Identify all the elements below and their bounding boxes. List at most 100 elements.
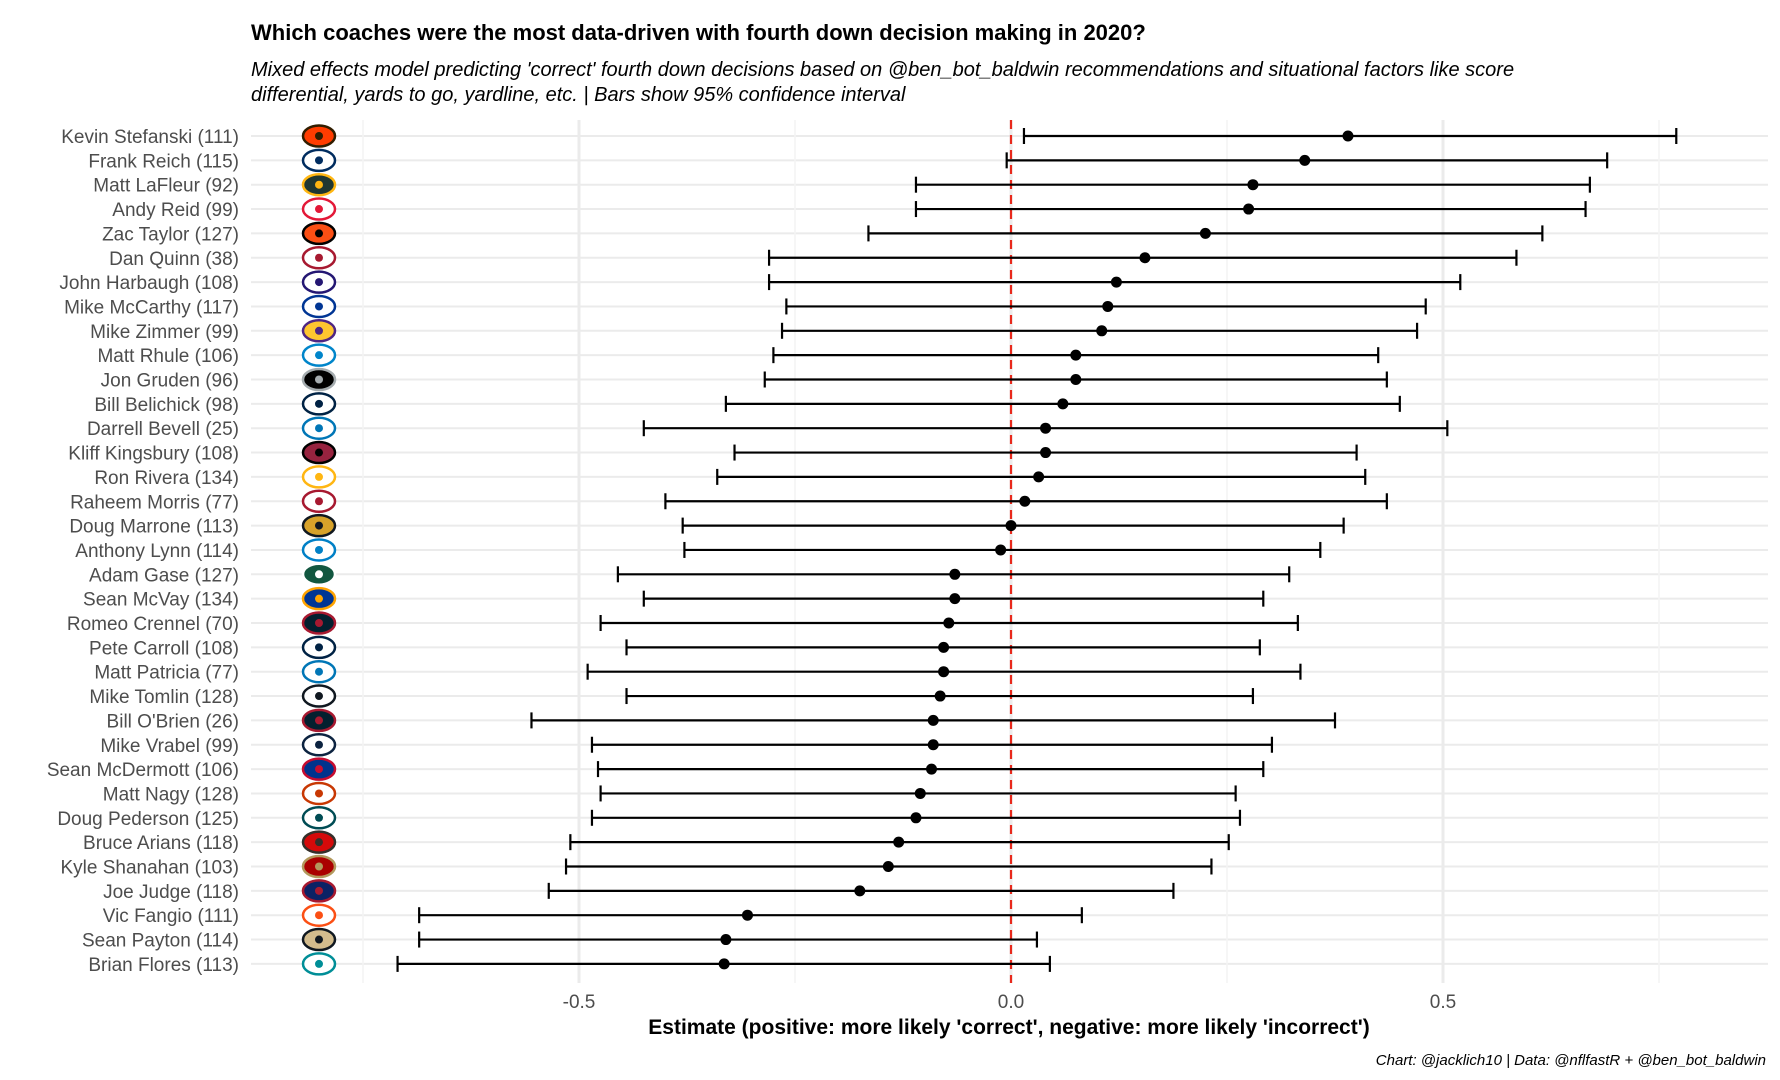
estimate-point: [943, 617, 955, 629]
bears-c-icon: [301, 781, 337, 806]
vikings-horn-icon: [301, 319, 337, 343]
chart-subtitle: Mixed effects model predicting 'correct'…: [251, 59, 1515, 106]
team-icon-mark: [315, 570, 323, 579]
x-tick-label: -0.5: [563, 992, 596, 1013]
row-label: Sean McVay (134): [83, 590, 239, 611]
estimate-point: [1070, 374, 1082, 385]
row-label: Doug Pederson (125): [57, 809, 239, 830]
texans-bull-icon: [301, 708, 337, 733]
dolphins-dolphin-icon: [301, 952, 337, 976]
estimate-point: [1102, 300, 1114, 312]
row-label: Romeo Crennel (70): [67, 614, 239, 635]
row-label: Bruce Arians (118): [83, 833, 239, 854]
row-label: Bill O'Brien (26): [107, 711, 239, 732]
packers-g-icon: [301, 172, 337, 197]
team-icon-mark: [315, 935, 323, 944]
team-icon-mark: [315, 789, 323, 798]
team-icon-mark: [315, 448, 323, 457]
jets-oval-icon: [301, 562, 337, 587]
row-label: Mike McCarthy (117): [64, 297, 239, 318]
row-label: Sean McDermott (106): [47, 760, 239, 781]
estimate-point: [934, 690, 946, 702]
team-icon-mark: [315, 594, 323, 603]
estimate-point: [949, 568, 961, 580]
bengals-b-icon: [301, 221, 337, 246]
row-label: John Harbaugh (108): [59, 273, 239, 294]
estimate-point: [893, 836, 905, 848]
row-label: Kliff Kingsbury (108): [68, 444, 239, 465]
estimate-point: [854, 885, 866, 897]
browns-helmet-icon: [301, 124, 337, 148]
buccaneers-flag-icon: [301, 830, 337, 854]
row-label: Jon Gruden (96): [101, 371, 239, 392]
row-label: Kevin Stefanski (111): [61, 127, 239, 148]
team-icon-mark: [315, 326, 323, 335]
team-icon-mark: [315, 180, 323, 189]
estimate-point: [995, 544, 1007, 556]
chart-title: Which coaches were the most data-driven …: [251, 20, 1146, 45]
point-layer: [718, 130, 1354, 970]
team-icon-mark: [315, 521, 323, 530]
estimate-point: [1199, 227, 1211, 239]
x-tick-layer: -0.5 0.0 0.5: [563, 992, 1457, 1013]
patriots-head-icon: [301, 392, 337, 416]
estimate-point: [938, 641, 950, 653]
team-icon-mark: [315, 351, 323, 360]
team-icon-mark: [315, 302, 323, 311]
team-icon-mark: [315, 716, 323, 725]
row-label: Mike Tomlin (128): [89, 687, 239, 708]
bills-buffalo-icon: [301, 757, 337, 781]
eagles-head-icon: [301, 806, 337, 830]
rams-horn-icon: [301, 586, 337, 611]
estimate-point: [1139, 252, 1151, 264]
team-icon-mark: [315, 472, 323, 481]
estimate-point: [718, 958, 730, 970]
x-axis-label: Estimate (positive: more likely 'correct…: [648, 1016, 1369, 1039]
estimate-point: [1096, 325, 1108, 337]
team-icon-mark: [315, 886, 323, 895]
saints-fleur-icon: [301, 927, 337, 952]
row-label-layer: Kevin Stefanski (111) Frank Reich (115) Ma…: [47, 127, 239, 976]
team-icon-mark: [315, 497, 323, 506]
row-label: Zac Taylor (127): [102, 224, 239, 245]
team-icon-mark: [315, 838, 323, 847]
row-label: Andy Reid (99): [112, 200, 239, 221]
row-label: Ron Rivera (134): [94, 468, 239, 489]
row-label: Dan Quinn (38): [109, 249, 239, 270]
lions-lion-icon: [301, 416, 337, 440]
49ers-oval-icon: [301, 854, 337, 879]
estimate-point: [949, 593, 961, 605]
chart-caption: Chart: @jacklich10 | Data: @nflfastR + @…: [1375, 1052, 1766, 1069]
estimate-point: [1033, 471, 1045, 483]
estimate-point: [1019, 495, 1031, 507]
team-icon-mark: [315, 740, 323, 749]
estimate-point: [741, 909, 753, 921]
ravens-bird-icon: [301, 270, 337, 294]
jaguars-cat-icon: [301, 513, 337, 538]
team-icon-mark: [315, 278, 323, 287]
estimate-point: [1057, 398, 1069, 410]
estimate-point: [1299, 154, 1311, 166]
team-icon-mark: [315, 619, 323, 627]
team-icon-mark: [315, 667, 323, 676]
chiefs-arrowhead-icon: [301, 197, 337, 221]
team-icon-mark: [315, 911, 323, 920]
estimate-point: [1040, 422, 1052, 434]
estimate-point: [926, 763, 938, 775]
grid-layer: [251, 120, 1768, 983]
lions-lion-icon: [301, 659, 337, 684]
row-label: Matt LaFleur (92): [93, 176, 239, 197]
team-icon-mark: [315, 643, 323, 652]
row-label: Vic Fangio (111): [103, 906, 239, 927]
team-icon-mark: [315, 229, 323, 238]
steelers-logo-icon: [301, 684, 337, 708]
row-label: Mike Vrabel (99): [100, 736, 239, 757]
washington-w-icon: [301, 465, 337, 489]
row-label: Matt Rhule (106): [97, 346, 239, 367]
panthers-cat-icon: [301, 343, 337, 367]
estimate-point: [1110, 276, 1122, 288]
row-label: Matt Nagy (128): [103, 784, 239, 805]
team-icon-mark: [315, 253, 323, 262]
estimate-point: [927, 739, 939, 751]
